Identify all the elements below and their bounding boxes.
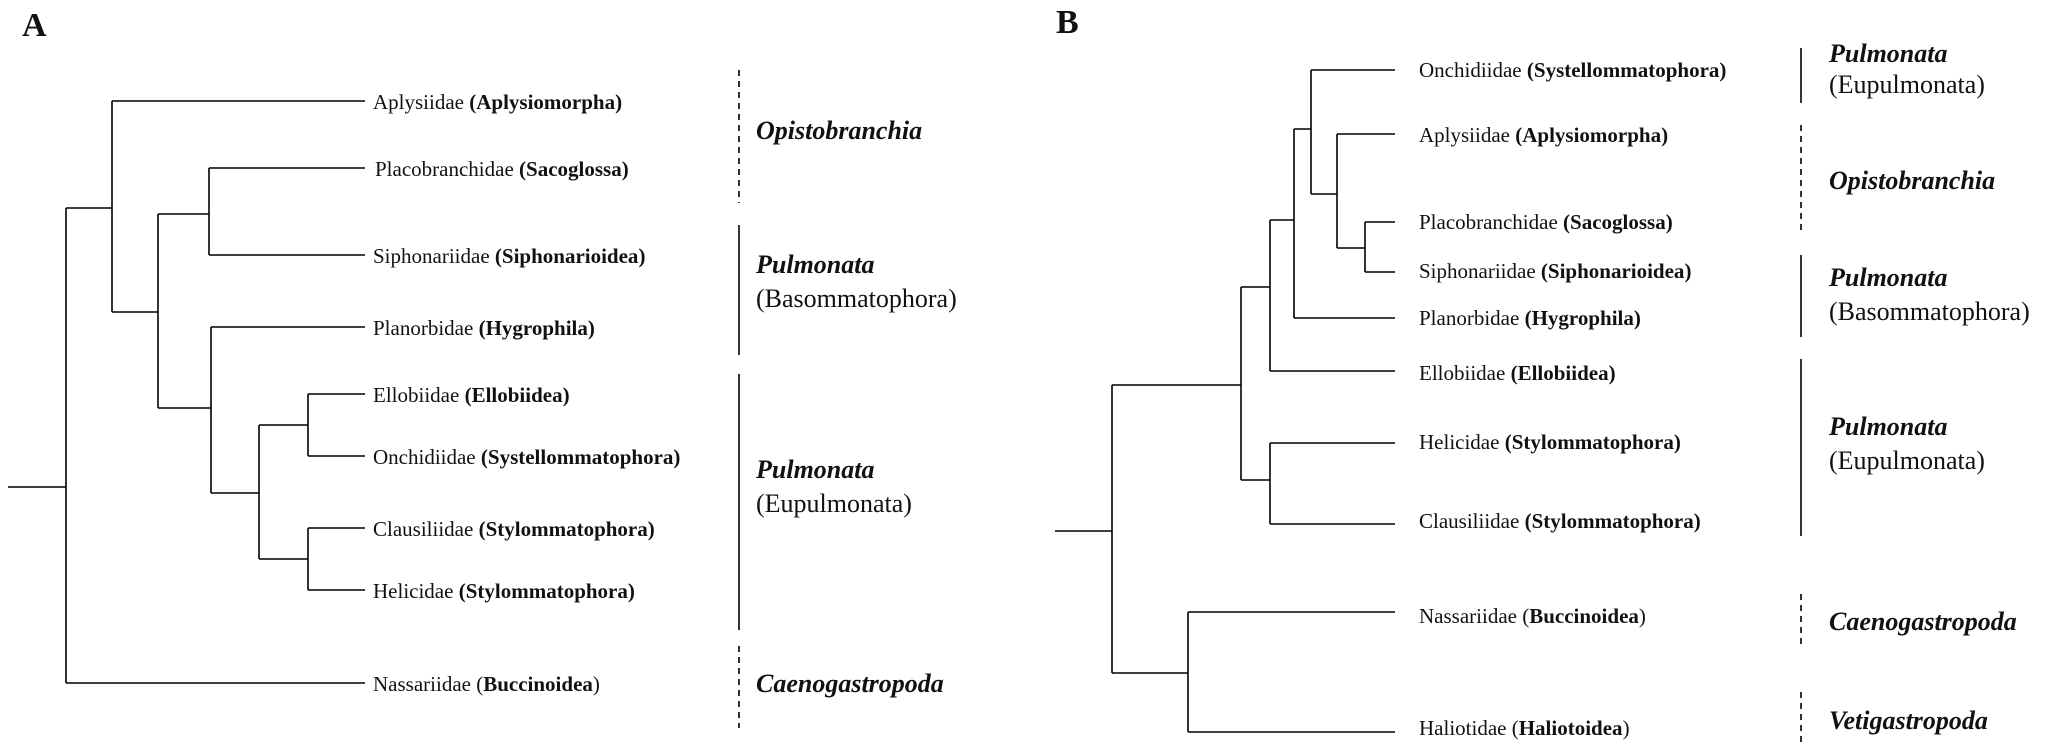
tip-label: Helicidae (Stylommatophora) <box>1419 430 1681 454</box>
tip-label: Onchidiidae (Systellommatophora) <box>1419 58 1726 82</box>
group-label: Pulmonata <box>1828 412 1947 441</box>
panel-b-group-labels: Pulmonata (Eupulmonata) Opistobranchia P… <box>1828 39 2030 735</box>
group-label: Caenogastropoda <box>756 669 944 698</box>
group-sublabel: (Eupulmonata) <box>1829 70 1985 99</box>
panel-a: A <box>8 7 957 728</box>
tip-label: Onchidiidae (Systellommatophora) <box>373 445 680 469</box>
tip-label: Planorbidae (Hygrophila) <box>1419 306 1641 330</box>
tip-label: Placobranchidae (Sacoglossa) <box>1419 210 1673 234</box>
tip-label: Clausiliidae (Stylommatophora) <box>1419 509 1701 533</box>
panel-b-tip-labels: Onchidiidae (Systellommatophora) Aplysii… <box>1419 58 1726 740</box>
group-label: Pulmonata <box>1828 39 1947 68</box>
group-label: Caenogastropoda <box>1829 607 2017 636</box>
panel-a-tip-labels: Aplysiidae (Aplysiomorpha) Placobranchid… <box>373 90 680 696</box>
group-label: Opistobranchia <box>1829 166 1995 195</box>
tip-label: Planorbidae (Hygrophila) <box>373 316 595 340</box>
tip-label: Siphonariidae (Siphonarioidea) <box>1419 259 1691 283</box>
group-label: Vetigastropoda <box>1829 706 1988 735</box>
panel-b-label: B <box>1056 4 1079 41</box>
tip-label: Placobranchidae (Sacoglossa) <box>375 157 629 181</box>
tip-label: Aplysiidae (Aplysiomorpha) <box>1419 123 1668 147</box>
tip-label: Helicidae (Stylommatophora) <box>373 579 635 603</box>
group-label: Pulmonata <box>1828 263 1947 292</box>
panel-a-group-labels: Opistobranchia Pulmonata (Basommatophora… <box>755 116 957 698</box>
tip-label: Aplysiidae (Aplysiomorpha) <box>373 90 622 114</box>
panel-a-tree <box>8 100 365 684</box>
group-label: Opistobranchia <box>756 116 922 145</box>
group-label: Pulmonata <box>755 455 874 484</box>
panel-b: B <box>1055 4 2030 745</box>
panel-b-tree <box>1055 69 1395 733</box>
panel-a-label: A <box>22 7 47 44</box>
tip-label: Haliotidae (Haliotoidea) <box>1419 716 1630 740</box>
tip-label: Ellobiidae (Ellobiidea) <box>1419 361 1616 385</box>
group-sublabel: (Eupulmonata) <box>756 489 912 518</box>
tip-label: Nassariidae (Buccinoidea) <box>1419 604 1646 628</box>
tip-label: Clausiliidae (Stylommatophora) <box>373 517 655 541</box>
group-label: Pulmonata <box>755 250 874 279</box>
tip-label: Ellobiidae (Ellobiidea) <box>373 383 570 407</box>
group-sublabel: (Eupulmonata) <box>1829 446 1985 475</box>
group-sublabel: (Basommatophora) <box>1829 297 2030 326</box>
tip-label: Siphonariidae (Siphonarioidea) <box>373 244 645 268</box>
tip-label: Nassariidae (Buccinoidea) <box>373 672 600 696</box>
group-sublabel: (Basommatophora) <box>756 284 957 313</box>
